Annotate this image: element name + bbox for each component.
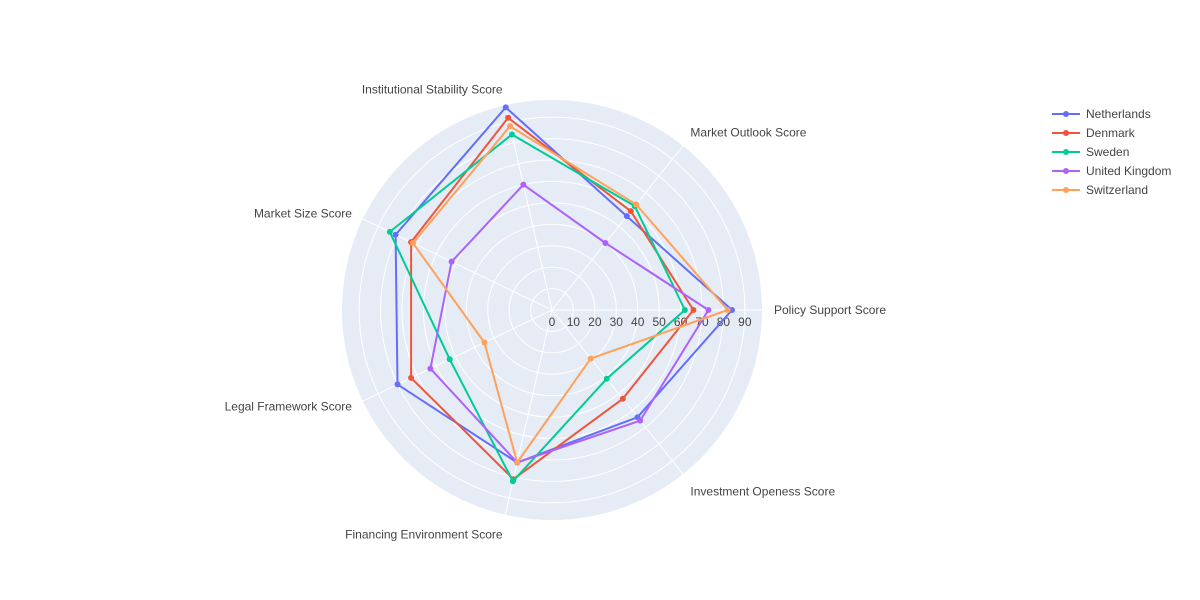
axis-label: Policy Support Score	[774, 303, 886, 317]
axis-label: Market Size Score	[254, 207, 352, 221]
legend-marker	[1063, 130, 1069, 136]
data-point[interactable]	[627, 208, 634, 215]
data-point[interactable]	[509, 478, 516, 485]
legend-label: Netherlands	[1086, 107, 1151, 121]
axis-label: Financing Environment Score	[345, 527, 503, 541]
data-point[interactable]	[602, 239, 609, 246]
radial-tick-label: 30	[610, 315, 624, 329]
legend-item[interactable]: Denmark	[1052, 126, 1136, 140]
data-point[interactable]	[481, 339, 488, 346]
series-line	[394, 106, 733, 464]
legend-marker	[1063, 149, 1069, 155]
axis-label: Legal Framework Score	[225, 399, 353, 413]
data-point[interactable]	[603, 375, 610, 382]
data-point[interactable]	[623, 213, 630, 220]
data-point[interactable]	[427, 365, 434, 372]
radial-tick-label: 90	[738, 315, 752, 329]
data-point[interactable]	[724, 307, 731, 313]
series-line	[410, 116, 695, 481]
series-layer	[386, 104, 735, 485]
grid-spoke	[504, 105, 553, 311]
legend-marker	[1063, 111, 1069, 117]
data-point[interactable]	[448, 258, 455, 265]
data-point[interactable]	[394, 381, 401, 388]
axis-label: Investment Openess Score	[690, 485, 835, 499]
legend-item[interactable]: Netherlands	[1052, 107, 1151, 121]
legend-item[interactable]: United Kingdom	[1052, 164, 1171, 178]
radial-tick-labels: 0 10 20 30 40 50 60 70 80 90	[549, 315, 752, 329]
data-point[interactable]	[408, 374, 415, 381]
legend[interactable]: Netherlands Denmark Sweden United Kingdom Sw…	[1052, 107, 1171, 197]
legend-marker	[1063, 168, 1069, 174]
data-point[interactable]	[637, 417, 644, 424]
data-point[interactable]	[520, 181, 527, 188]
data-point[interactable]	[587, 355, 594, 362]
legend-label: Sweden	[1086, 145, 1129, 159]
legend-item[interactable]: Sweden	[1052, 145, 1129, 159]
series-line	[429, 183, 710, 464]
data-point[interactable]	[505, 114, 512, 121]
data-point[interactable]	[619, 395, 626, 402]
data-point[interactable]	[446, 356, 453, 363]
axis-label: Institutional Stability Score	[362, 83, 503, 97]
data-point[interactable]	[705, 307, 712, 313]
radial-tick-label: 10	[567, 315, 581, 329]
data-point[interactable]	[690, 307, 697, 313]
data-point[interactable]	[729, 307, 735, 313]
grid-spoke	[362, 309, 553, 402]
series-group	[386, 131, 688, 485]
legend-marker	[1063, 187, 1069, 193]
data-point[interactable]	[386, 228, 393, 235]
radial-tick-label: 20	[588, 315, 602, 329]
radial-tick-label: 0	[549, 315, 556, 329]
legend-label: Switzerland	[1086, 183, 1148, 197]
radial-tick-label: 80	[717, 315, 731, 329]
series-group	[427, 181, 712, 466]
series-group	[409, 123, 731, 466]
data-point[interactable]	[502, 104, 509, 111]
data-point[interactable]	[507, 123, 514, 130]
series-line	[388, 133, 686, 483]
legend-label: Denmark	[1086, 126, 1136, 140]
legend-item[interactable]: Switzerland	[1052, 183, 1148, 197]
grid-spoke	[551, 309, 684, 475]
series-line	[412, 125, 729, 464]
radial-tick-label: 40	[631, 315, 645, 329]
data-point[interactable]	[514, 459, 521, 466]
angular-axis-labels: Policy Support Score Market Outlook Score…	[225, 83, 887, 542]
data-point[interactable]	[392, 231, 399, 238]
legend-label: United Kingdom	[1086, 164, 1171, 178]
grid-spoke	[551, 145, 684, 311]
data-point[interactable]	[508, 131, 515, 138]
axis-label: Market Outlook Score	[690, 125, 806, 139]
data-point[interactable]	[409, 240, 416, 247]
data-point[interactable]	[633, 201, 640, 208]
radial-tick-label: 50	[652, 315, 666, 329]
data-point[interactable]	[681, 307, 688, 313]
